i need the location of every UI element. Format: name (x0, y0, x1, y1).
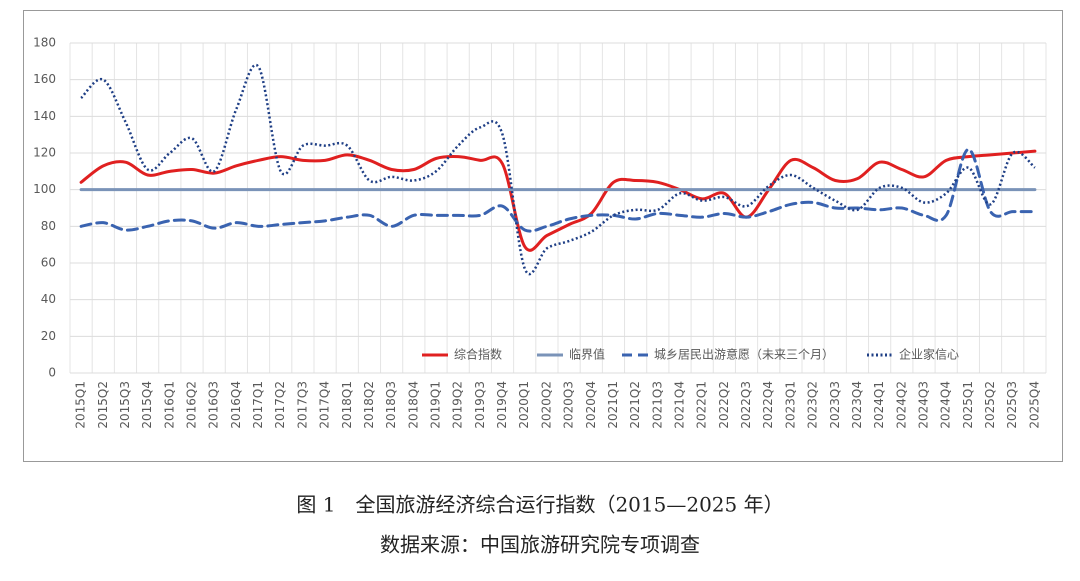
x-tick-label: 2024Q4 (939, 381, 953, 429)
x-tick-label: 2016Q3 (207, 381, 221, 429)
x-tick-label: 2021Q1 (606, 381, 620, 429)
x-tick-label: 2025Q1 (961, 381, 975, 429)
x-tick-label: 2022Q2 (717, 381, 731, 429)
line-series (80, 63, 1036, 276)
legend-label: 临界值 (569, 347, 605, 362)
x-tick-label: 2023Q2 (806, 381, 820, 429)
x-tick-label: 2021Q2 (628, 381, 642, 429)
chart-frame (23, 10, 1063, 462)
x-tick-label: 2022Q3 (739, 381, 753, 429)
x-tick-label: 2023Q4 (850, 381, 864, 429)
y-tick-label: 40 (41, 292, 56, 306)
line-series (79, 149, 1037, 252)
x-tick-label: 2023Q1 (783, 381, 797, 429)
y-tick-label: 0 (48, 366, 56, 380)
x-tick-label: 2022Q4 (761, 381, 775, 429)
x-tick-label: 2016Q4 (229, 381, 243, 429)
y-tick-label: 20 (41, 329, 56, 343)
legend-label: 企业家信心 (899, 347, 959, 362)
y-tick-label: 160 (33, 72, 56, 86)
caption: 图 1 全国旅游经济综合运行指数（2015—2025 年） (296, 493, 783, 517)
x-tick-label: 2020Q1 (517, 381, 531, 429)
x-tick-label: 2022Q1 (695, 381, 709, 429)
x-tick-label: 2021Q3 (650, 381, 664, 429)
x-tick-label: 2019Q1 (429, 381, 443, 429)
y-tick-label: 140 (33, 109, 56, 123)
x-tick-label: 2017Q3 (295, 381, 309, 429)
x-tick-label: 2015Q2 (96, 381, 110, 429)
x-tick-label: 2015Q1 (74, 381, 88, 429)
x-tick-label: 2017Q1 (251, 381, 265, 429)
x-tick-label: 2025Q2 (983, 381, 997, 429)
x-tick-label: 2016Q2 (185, 381, 199, 429)
x-tick-label: 2017Q2 (273, 381, 287, 429)
x-tick-label: 2019Q2 (451, 381, 465, 429)
legend-label: 综合指数 (454, 347, 502, 362)
x-tick-label: 2018Q4 (406, 381, 420, 429)
legend-label: 城乡居民出游意愿（未来三个月） (654, 347, 834, 362)
x-tick-label: 2024Q3 (917, 381, 931, 429)
x-tick-label: 2018Q3 (384, 381, 398, 429)
x-tick-label: 2025Q4 (1027, 381, 1041, 429)
y-tick-label: 120 (33, 146, 56, 160)
source: 数据来源：中国旅游研究院专项调查 (380, 533, 700, 557)
x-tick-label: 2016Q1 (162, 381, 176, 429)
x-tick-label: 2025Q3 (1005, 381, 1019, 429)
x-tick-label: 2021Q4 (673, 381, 687, 429)
x-tick-label: 2018Q2 (362, 381, 376, 429)
x-tick-label: 2015Q4 (140, 381, 154, 429)
x-tick-label: 2020Q3 (562, 381, 576, 429)
x-tick-label: 2024Q2 (894, 381, 908, 429)
y-tick-label: 100 (33, 182, 56, 196)
x-tick-label: 2017Q4 (318, 381, 332, 429)
y-tick-label: 60 (41, 256, 56, 270)
x-tick-label: 2024Q1 (872, 381, 886, 429)
x-tick-label: 2015Q3 (118, 381, 132, 429)
x-tick-label: 2023Q3 (828, 381, 842, 429)
line-series (79, 147, 1037, 233)
x-tick-label: 2018Q1 (340, 381, 354, 429)
x-tick-label: 2020Q2 (539, 381, 553, 429)
x-tick-label: 2019Q4 (495, 381, 509, 429)
x-tick-label: 2020Q4 (584, 381, 598, 429)
y-tick-label: 180 (33, 36, 56, 50)
x-tick-label: 2019Q3 (473, 381, 487, 429)
y-tick-label: 80 (41, 219, 56, 233)
